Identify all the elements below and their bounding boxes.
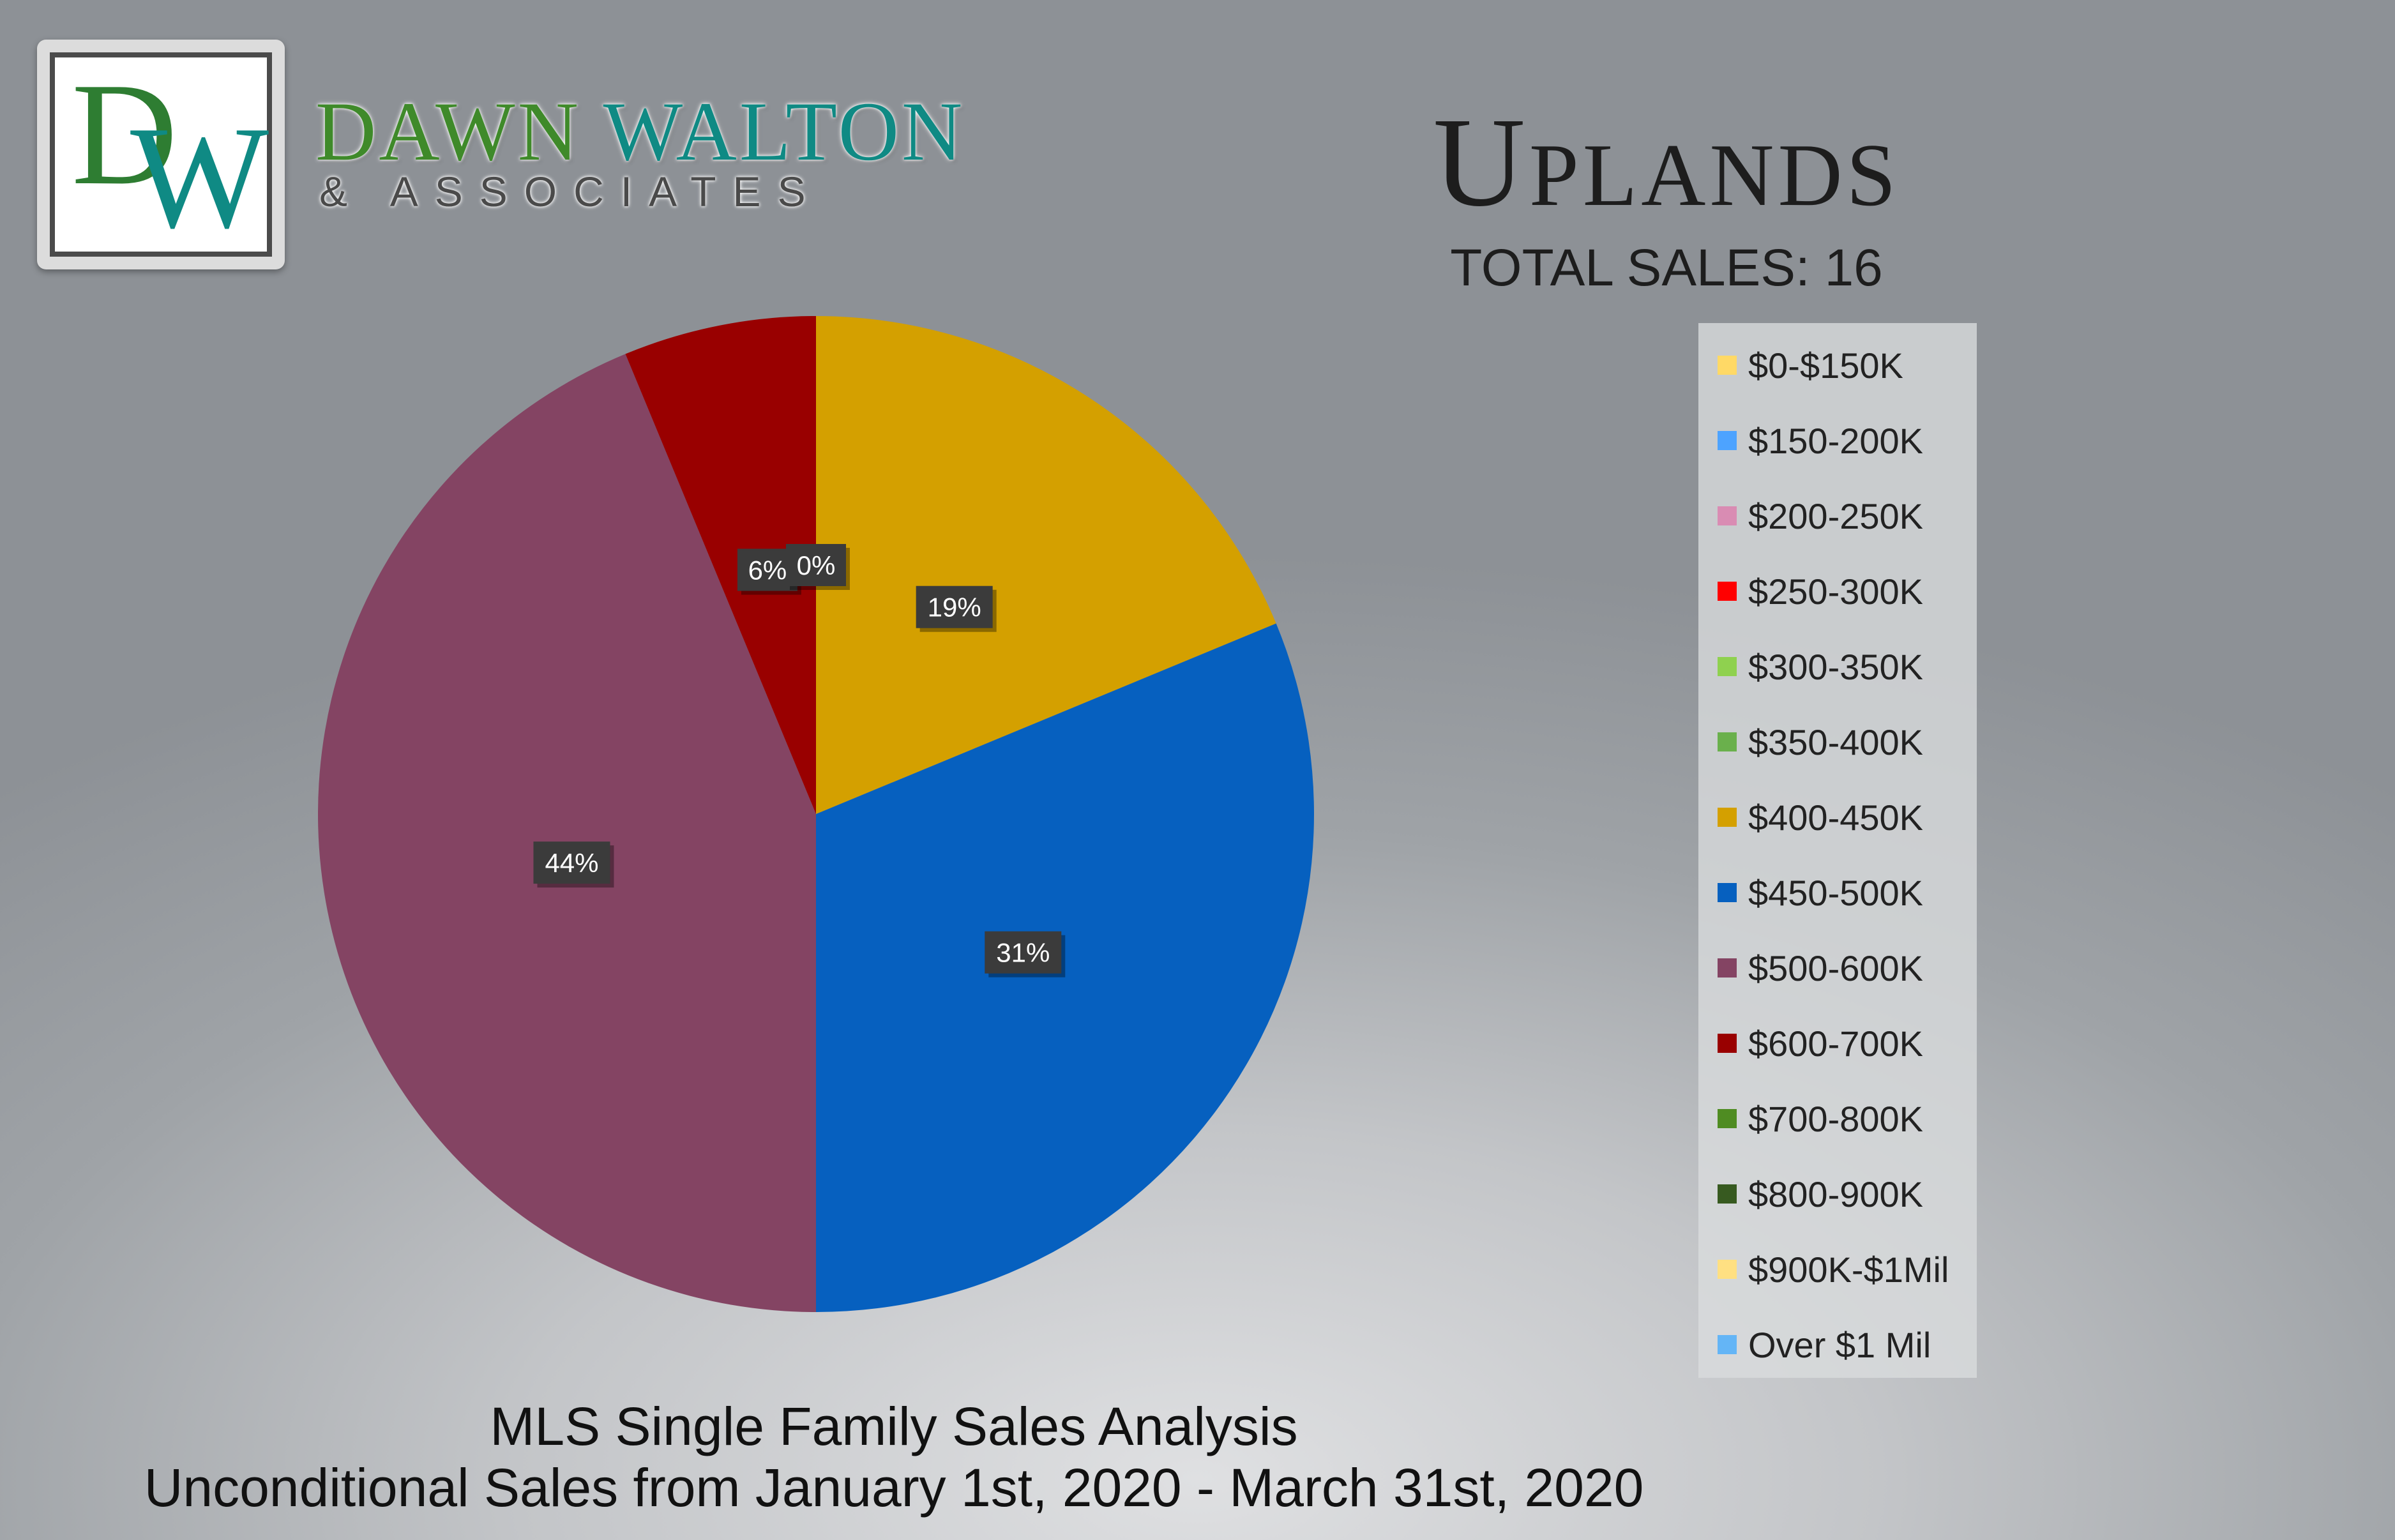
legend-item-450-500k: $450-500K bbox=[1718, 867, 1923, 918]
footer-date-range: Unconditional Sales from January 1st, 20… bbox=[144, 1458, 1644, 1518]
footer-title: MLS Single Family Sales Analysis bbox=[490, 1396, 1298, 1456]
svg-text:31%: 31% bbox=[996, 938, 1050, 968]
svg-text:19%: 19% bbox=[928, 593, 981, 623]
legend-label: $200-250K bbox=[1748, 495, 1924, 536]
legend-label: $600-700K bbox=[1748, 1023, 1924, 1064]
legend-label: $900K-$1Mil bbox=[1748, 1249, 1949, 1290]
legend-item-0-150k: $0-$150K bbox=[1718, 340, 1903, 391]
brand-name-last: WALTON bbox=[603, 84, 965, 178]
legend-item-500-600k: $500-600K bbox=[1718, 942, 1923, 993]
legend-item-over-1-mil: Over $1 Mil bbox=[1718, 1319, 1931, 1370]
svg-text:6%: 6% bbox=[748, 555, 787, 585]
chart-legend: $0-$150K $150-200K $200-250K $250-300K $300-… bbox=[1698, 323, 1977, 1378]
legend-label: Over $1 Mil bbox=[1748, 1324, 1931, 1365]
legend-label: $500-600K bbox=[1748, 947, 1924, 988]
legend-label: $400-450K bbox=[1748, 797, 1924, 838]
legend-swatch bbox=[1718, 356, 1737, 375]
legend-swatch bbox=[1718, 431, 1737, 450]
legend-label: $150-200K bbox=[1748, 420, 1924, 461]
legend-swatch bbox=[1718, 1034, 1737, 1053]
legend-label: $0-$150K bbox=[1748, 345, 1903, 386]
page-title: Uplands bbox=[1433, 92, 1900, 233]
legend-item-150-200k: $150-200K bbox=[1718, 415, 1923, 466]
pie-slice-600-700k bbox=[625, 316, 816, 814]
legend-swatch bbox=[1718, 958, 1737, 978]
legend-item-300-350k: $300-350K bbox=[1718, 641, 1923, 692]
legend-swatch bbox=[1718, 1260, 1737, 1279]
legend-label: $800-900K bbox=[1748, 1174, 1924, 1214]
pie-label-400-450k: 19% bbox=[916, 585, 997, 632]
legend-swatch bbox=[1718, 883, 1737, 902]
legend-item-400-450k: $400-450K bbox=[1718, 792, 1923, 843]
logo-frame: D W bbox=[50, 52, 272, 257]
pie-slices bbox=[317, 316, 1314, 1313]
logo-letter-w: W bbox=[130, 96, 269, 259]
svg-text:44%: 44% bbox=[545, 848, 598, 878]
legend-swatch bbox=[1718, 732, 1737, 751]
legend-swatch bbox=[1718, 808, 1737, 827]
pie-label-500-600k: 44% bbox=[533, 842, 614, 888]
pie-label-zero: 0% bbox=[786, 544, 850, 590]
pie-slice-500-600k bbox=[317, 354, 816, 1312]
legend-swatch bbox=[1718, 506, 1737, 525]
pie-data-labels: 19% 31% 44% 6% 0% bbox=[533, 544, 1066, 978]
brand-name-first: DAWN bbox=[315, 84, 581, 178]
svg-text:0%: 0% bbox=[797, 550, 836, 580]
legend-swatch bbox=[1718, 1184, 1737, 1204]
legend-item-800-900k: $800-900K bbox=[1718, 1168, 1923, 1219]
total-sales: TOTAL SALES: 16 bbox=[1450, 239, 1883, 297]
legend-swatch bbox=[1718, 1335, 1737, 1354]
legend-item-700-800k: $700-800K bbox=[1718, 1093, 1923, 1144]
legend-swatch bbox=[1718, 1109, 1737, 1128]
pie-label-450-500k: 31% bbox=[985, 931, 1066, 978]
brand-subtitle: & ASSOCIATES bbox=[319, 168, 822, 215]
legend-item-200-250k: $200-250K bbox=[1718, 490, 1923, 541]
legend-item-900k-1mil: $900K-$1Mil bbox=[1718, 1244, 1949, 1295]
legend-item-250-300k: $250-300K bbox=[1718, 566, 1923, 617]
logo-letter-d: D bbox=[72, 52, 178, 215]
pie-slice-400-450k bbox=[816, 316, 1276, 814]
legend-item-600-700k: $600-700K bbox=[1718, 1018, 1923, 1069]
brand-name: DAWN WALTON bbox=[315, 87, 965, 176]
legend-label: $300-350K bbox=[1748, 646, 1924, 687]
legend-label: $450-500K bbox=[1748, 872, 1924, 913]
legend-item-350-400k: $350-400K bbox=[1718, 716, 1923, 767]
legend-swatch bbox=[1718, 582, 1737, 601]
legend-swatch bbox=[1718, 657, 1737, 676]
legend-label: $250-300K bbox=[1748, 571, 1924, 612]
logo-badge: D W bbox=[37, 40, 285, 269]
legend-label: $350-400K bbox=[1748, 721, 1924, 762]
pie-slice-450-500k bbox=[816, 623, 1314, 1313]
legend-label: $700-800K bbox=[1748, 1098, 1924, 1139]
